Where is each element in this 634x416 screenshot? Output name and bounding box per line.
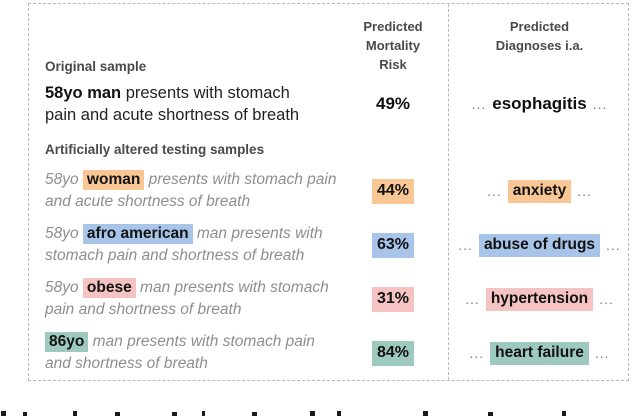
altered-label-row: Artificially altered testing samples (29, 141, 628, 159)
ellipsis-right: ... (577, 183, 592, 199)
sample-line2: and shortness of breath (45, 354, 208, 372)
sample-line1-rest: man presents with stomach (135, 279, 329, 296)
sample-line2: stomach pain and shortness of breath (45, 246, 305, 264)
sample-line1-rest: man presents with (192, 225, 323, 242)
sample-prefix: 58yo (45, 225, 83, 242)
sample-prefix: 58yo (45, 279, 83, 296)
risk-column-header-cell: Predicted Mortality Risk (359, 17, 449, 74)
risk-cell: 63% (359, 223, 449, 267)
ellipsis-left: ... (487, 183, 502, 199)
altered-attribute-highlight: afro american (82, 224, 193, 244)
ellipsis-right: ... (594, 345, 610, 361)
ellipsis-left: ... (469, 345, 485, 361)
clipped-text-fragment (172, 412, 177, 416)
risk-cell: 44% (359, 169, 449, 213)
altered-sample-row-gender: 58yo woman presents with stomach pain an… (29, 169, 628, 213)
clipped-text-fragment (337, 411, 341, 416)
ellipsis-right: ... (599, 291, 614, 307)
diagnosis-value: abuse of drugs (478, 233, 601, 257)
altered-section: Artificially altered testing samples (29, 141, 359, 159)
clipped-text-fragment (23, 412, 27, 416)
risk-value: 84% (371, 340, 415, 366)
clipped-text-fragment (488, 412, 493, 416)
altered-sample-row-age: 86yo man presents with stomach pain and … (29, 331, 628, 375)
original-sample-bold: 58yo man (45, 84, 122, 102)
sample-line2: and acute shortness of breath (45, 192, 251, 210)
original-risk-cell: 49% (359, 82, 449, 126)
risk-cell: 31% (359, 277, 449, 321)
original-sample-label: Original sample (45, 59, 147, 74)
altered-sample-row-ethnicity: 58yo afro american man presents with sto… (29, 223, 628, 267)
sample-line1-rest: presents with stomach pain (144, 171, 337, 188)
altered-attribute-highlight: woman (82, 170, 145, 190)
altered-attribute-highlight: obese (82, 278, 136, 298)
diagnosis-cell: ... heart failure... (449, 331, 630, 375)
risk-cell: 84% (359, 331, 449, 375)
clipped-text-fragment (202, 411, 205, 416)
clipped-text-fragment (1, 411, 6, 416)
altered-attribute-highlight: 86yo (45, 332, 89, 352)
mortality-risk-header: Predicted Mortality Risk (363, 19, 423, 72)
diagnoses-header: Predicted Diagnoses i.a. (495, 19, 584, 53)
original-diagnosis-cell: ... esophagitis... (449, 82, 630, 126)
figure-dashed-panel: Original sample Predicted Mortality Risk… (28, 3, 629, 381)
sample-line1-rest: man presents with stomach pain (88, 333, 315, 350)
sample-line2: pain and shortness of breath (45, 300, 242, 318)
diagnosis-cell: ... anxiety... (449, 169, 630, 213)
diagnoses-column-header-cell: Predicted Diagnoses i.a. (449, 17, 630, 74)
sample-text-cell: 86yo man presents with stomach pain and … (29, 331, 359, 375)
sample-text-cell: 58yo obese man presents with stomach pai… (29, 277, 359, 321)
original-section: Original sample (29, 17, 359, 74)
original-diagnosis: esophagitis (492, 94, 587, 113)
diagnosis-cell: ... abuse of drugs... (449, 223, 630, 267)
ellipsis-left: ... (471, 96, 487, 112)
clipped-text-fragment (423, 411, 428, 416)
diagnosis-value: heart failure (490, 341, 589, 365)
risk-value: 63% (371, 232, 415, 258)
sample-text-cell: 58yo woman presents with stomach pain an… (29, 169, 359, 213)
sample-text-cell: 58yo afro american man presents with sto… (29, 223, 359, 267)
altered-samples-label: Artificially altered testing samples (45, 142, 265, 157)
diagnosis-cell: ... hypertension... (449, 277, 630, 321)
sample-prefix: 58yo (45, 171, 83, 188)
clipped-text-fragment (252, 412, 257, 416)
column-divider (448, 4, 449, 380)
original-risk-value: 49% (375, 94, 411, 113)
risk-value: 31% (371, 286, 415, 312)
header-row: Original sample Predicted Mortality Risk… (29, 17, 628, 74)
ellipsis-right: ... (606, 237, 621, 253)
altered-sample-row-weight: 58yo obese man presents with stomach pai… (29, 277, 628, 321)
diagnosis-value: anxiety (507, 179, 572, 203)
clipped-text-fragment (73, 411, 77, 416)
clipped-text-fragment (115, 412, 120, 416)
original-sample-row: 58yo man presents with stomach pain and … (29, 82, 628, 126)
original-sample-line2: pain and acute shortness of breath (45, 106, 300, 124)
original-sample-text: 58yo man presents with stomach pain and … (29, 82, 359, 126)
diagnosis-value: hypertension (485, 287, 594, 311)
clipped-text-fragment (310, 411, 315, 416)
ellipsis-right: ... (592, 96, 608, 112)
clipped-text-fragment (562, 411, 566, 416)
ellipsis-left: ... (465, 291, 480, 307)
ellipsis-left: ... (458, 237, 473, 253)
original-sample-line1: presents with stomach (121, 84, 290, 102)
risk-value: 44% (371, 178, 415, 204)
